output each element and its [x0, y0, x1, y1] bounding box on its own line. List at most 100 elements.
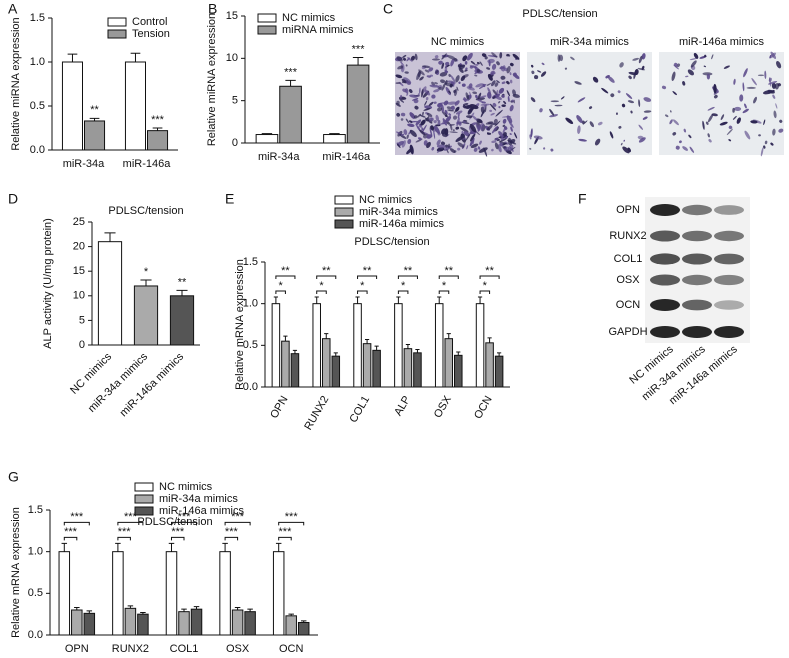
bar	[403, 348, 413, 388]
cell	[490, 70, 495, 74]
error-bar	[405, 344, 411, 349]
cell	[417, 93, 420, 97]
cell	[776, 61, 782, 69]
band	[714, 326, 744, 338]
cell	[489, 103, 497, 111]
error-bar	[437, 296, 442, 304]
cell	[742, 82, 745, 92]
cell	[549, 108, 555, 116]
error-bar	[261, 133, 273, 135]
cell	[720, 114, 725, 121]
cell	[503, 100, 507, 105]
error-bar	[415, 349, 420, 353]
cell	[707, 113, 714, 123]
cell	[455, 136, 464, 142]
cell	[458, 81, 461, 84]
legend-swatch	[257, 13, 277, 23]
blot	[645, 197, 750, 343]
cell	[470, 143, 479, 148]
bar	[444, 338, 454, 388]
cell	[541, 62, 545, 66]
cell	[743, 68, 748, 78]
bar	[71, 609, 83, 636]
bar	[279, 85, 302, 144]
cell	[661, 85, 667, 90]
error-bar	[288, 613, 294, 616]
cell	[469, 137, 475, 147]
significance: **	[363, 265, 372, 277]
cell	[400, 118, 404, 121]
significance: *	[279, 280, 284, 292]
cell	[739, 94, 744, 102]
cell	[597, 121, 603, 126]
cell	[642, 116, 648, 120]
bar	[231, 609, 244, 636]
cell	[464, 69, 468, 72]
cell	[425, 97, 429, 101]
cell	[618, 125, 622, 129]
cell	[426, 134, 433, 139]
cell	[500, 75, 506, 80]
cell	[424, 89, 431, 96]
panel-letter: G	[8, 469, 19, 485]
cell	[422, 111, 424, 116]
cell	[481, 53, 487, 58]
legend-swatch	[334, 207, 354, 217]
cell	[638, 99, 641, 108]
y-tick-label: 0	[79, 339, 85, 351]
protein-label: OPN	[616, 204, 640, 216]
cell	[448, 73, 452, 78]
legend-label: miR-34a mimics	[359, 206, 438, 218]
cell	[732, 115, 737, 120]
cell	[403, 129, 408, 136]
bar	[475, 303, 485, 388]
bar	[178, 611, 190, 636]
cell	[462, 98, 470, 101]
band	[650, 204, 680, 216]
cell	[502, 118, 507, 124]
cell	[627, 147, 631, 153]
band	[650, 253, 680, 265]
cell	[594, 138, 601, 146]
cell	[506, 90, 511, 97]
cell	[409, 112, 416, 119]
cell	[420, 119, 426, 126]
band	[682, 230, 712, 242]
cell	[450, 75, 456, 82]
cell	[446, 149, 449, 154]
cell	[482, 83, 486, 88]
cell	[457, 112, 460, 119]
cell	[420, 125, 425, 132]
cell	[476, 118, 483, 124]
cell	[437, 132, 441, 136]
error-bar	[364, 339, 370, 344]
cell	[450, 58, 455, 67]
x-tick-label: COL1	[347, 394, 372, 425]
cell	[400, 112, 406, 117]
x-tick-label: RUNX2	[302, 394, 331, 432]
band	[714, 300, 744, 310]
chart-title: PDLSC/tension	[354, 236, 429, 248]
cell	[408, 89, 413, 94]
cell	[490, 112, 495, 116]
cell	[500, 136, 504, 141]
cell	[682, 146, 689, 151]
legend-label: miR-34a mimics	[159, 493, 238, 505]
error-bar	[283, 335, 288, 342]
panel-letter: E	[225, 191, 234, 207]
cell	[637, 67, 646, 71]
micrograph	[527, 52, 652, 155]
cell	[477, 146, 481, 150]
x-tick-label: miR-146a	[123, 158, 172, 170]
cell	[474, 64, 479, 66]
x-tick-label: miR-34a	[258, 151, 300, 163]
bar	[271, 303, 281, 388]
cell	[771, 82, 776, 89]
cell	[592, 76, 599, 83]
cell	[508, 120, 514, 128]
micrograph-label: NC mimics	[431, 36, 485, 48]
cell	[475, 94, 478, 99]
cell	[763, 145, 766, 149]
bar	[353, 303, 362, 388]
cell	[670, 110, 672, 113]
